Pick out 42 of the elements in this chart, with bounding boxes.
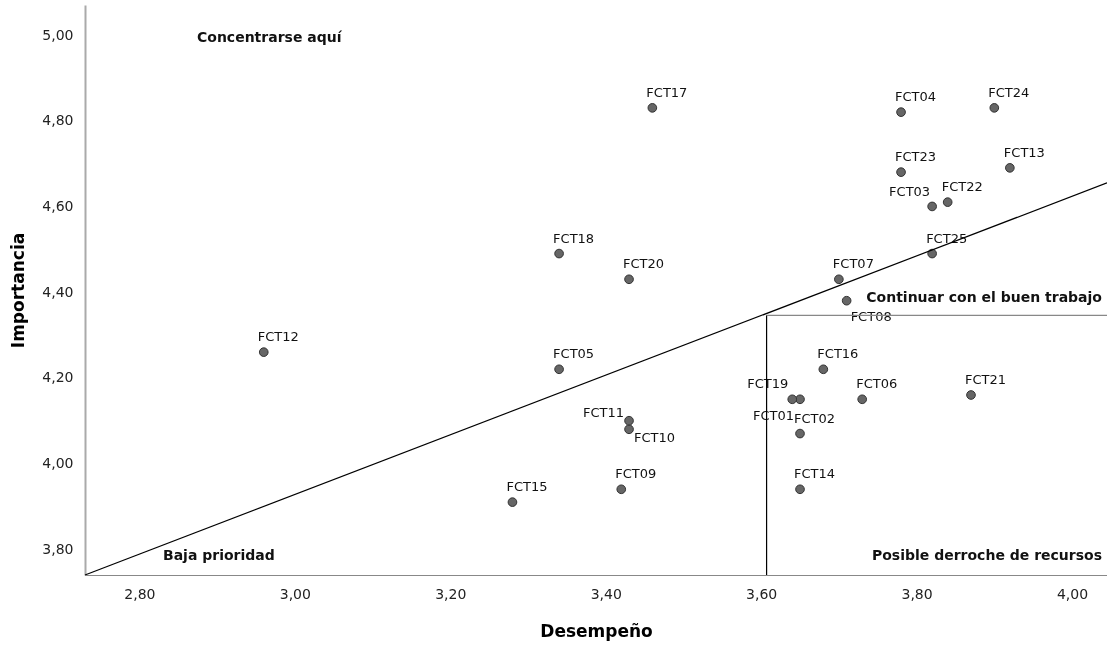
series-label: FCT04: [895, 89, 937, 105]
series-label: FCT23: [895, 149, 937, 165]
annotation: Baja prioridad: [163, 547, 275, 563]
x-tick-label: 3,00: [279, 585, 311, 602]
x-axis-title: Desempeño: [540, 620, 653, 641]
series-label: FCT10: [634, 430, 676, 446]
y-tick-label: 4,80: [42, 112, 74, 129]
series-label: FCT09: [615, 466, 657, 482]
series-label: FCT25: [926, 230, 968, 246]
y-tick-label: 4,40: [42, 283, 74, 300]
y-tick-label: 3,80: [42, 540, 74, 557]
x-tick-label: 3,60: [746, 585, 778, 602]
series-label: FCT14: [794, 466, 836, 482]
series-label: FCT11: [582, 404, 625, 420]
series-label: FCT03: [889, 184, 931, 200]
x-tick-label: 3,40: [590, 585, 622, 602]
x-tick-label: 3,80: [901, 585, 933, 602]
y-axis-title: Importancia: [8, 232, 29, 349]
series-label: FCT02: [794, 410, 836, 426]
series-label: FCT13: [1003, 144, 1045, 160]
series-label: FCT06: [856, 376, 898, 392]
series-label: FCT22: [941, 179, 983, 195]
series-label: FCT07: [832, 256, 874, 272]
y-tick-label: 4,60: [42, 197, 74, 214]
y-tick-label: 4,00: [42, 455, 74, 472]
series-label: FCT17: [646, 84, 688, 100]
y-tick-label: 4,20: [42, 369, 74, 386]
series-label: FCT21: [964, 372, 1007, 387]
series-label: FCT24: [988, 84, 1030, 100]
series-label: FCT15: [506, 479, 548, 495]
annotation: Concentrarse aquí: [197, 29, 343, 45]
series-label: FCT12: [257, 329, 299, 345]
series-label: FCT20: [623, 256, 665, 272]
series-label: FCT05: [553, 346, 595, 362]
x-tick-label: 4,00: [1056, 585, 1089, 602]
x-tick-label: 3,20: [435, 585, 467, 602]
annotation: Continuar con el buen trabajo: [866, 289, 1103, 305]
series-label: FCT18: [553, 230, 595, 246]
series-label: FCT16: [817, 346, 859, 362]
x-tick-label: 2,80: [124, 585, 156, 602]
y-tick-label: 5,00: [42, 26, 74, 43]
annotation: Posible derroche de recursos: [871, 547, 1102, 563]
